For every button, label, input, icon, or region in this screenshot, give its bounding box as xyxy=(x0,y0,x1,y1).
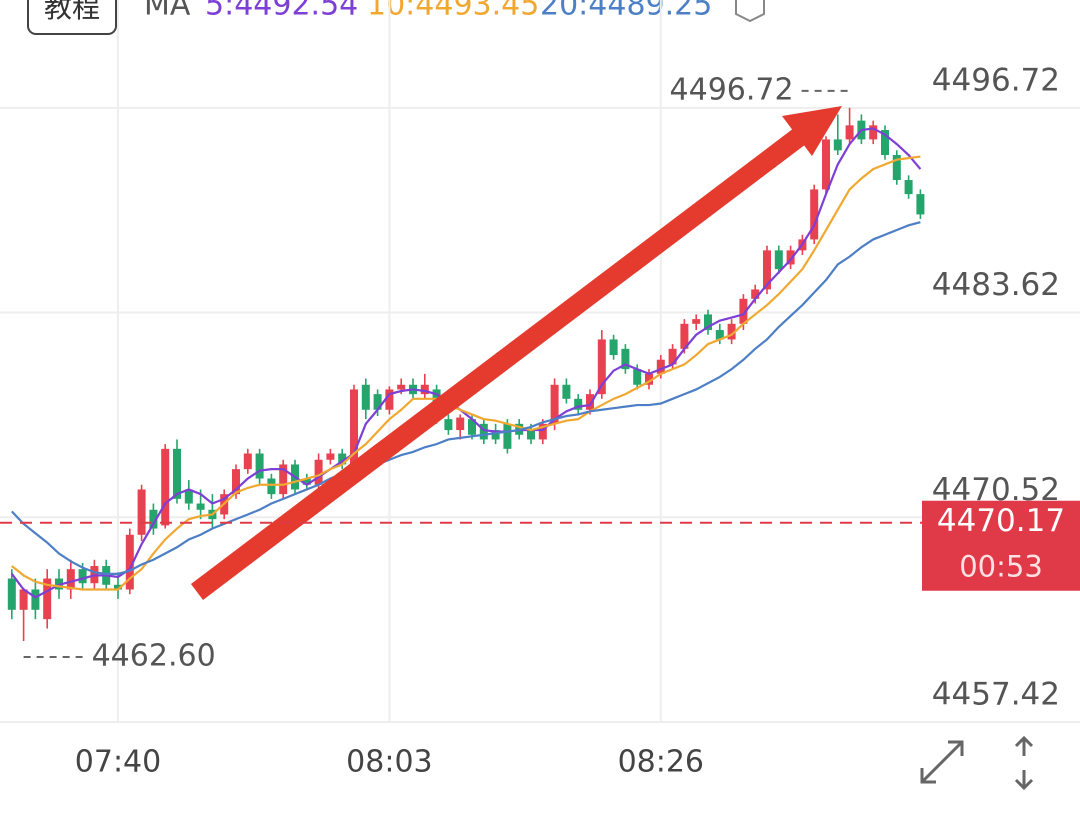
candle-body xyxy=(810,189,819,240)
candle-body xyxy=(727,323,736,340)
candle-body xyxy=(173,448,181,499)
candle-body xyxy=(243,453,252,470)
min-label: 4462.60 xyxy=(92,639,216,674)
y-tick-label: 4483.62 xyxy=(932,267,1060,303)
x-tick-label: 08:26 xyxy=(618,745,704,780)
candle-body xyxy=(645,373,653,385)
candle-body xyxy=(114,584,122,590)
candle-body xyxy=(137,489,146,535)
y-tick-label: 4496.72 xyxy=(932,62,1060,98)
candle-body xyxy=(715,330,724,340)
candle-body xyxy=(692,319,701,324)
candle-body xyxy=(609,339,618,356)
candle-body xyxy=(196,503,205,510)
candle-body xyxy=(633,369,642,385)
current-price-box xyxy=(922,500,1080,591)
x-tick-label: 08:03 xyxy=(346,745,432,780)
countdown: 00:53 xyxy=(959,550,1043,584)
tutorial-button[interactable] xyxy=(27,0,117,35)
ma-value: 20:4489.25 xyxy=(540,0,712,23)
candle-body xyxy=(184,489,193,504)
y-tick-label: 4457.42 xyxy=(932,677,1060,713)
ma-label: MA xyxy=(144,0,191,23)
settings-icon[interactable] xyxy=(735,0,765,23)
candle-body xyxy=(751,289,760,299)
candle-body xyxy=(668,348,677,365)
candle-body xyxy=(7,578,16,610)
candle-body xyxy=(774,250,783,270)
candle-body xyxy=(739,298,748,324)
candle-body xyxy=(704,314,712,331)
candle-body xyxy=(786,250,795,265)
candle-body xyxy=(550,384,559,424)
candle-body xyxy=(397,384,406,390)
candle-body xyxy=(19,589,28,610)
candle-body xyxy=(845,125,854,140)
arrow-head xyxy=(782,106,842,156)
candle-body xyxy=(574,398,583,410)
candle-body xyxy=(302,478,311,485)
candle-body xyxy=(125,534,134,590)
candle-body xyxy=(597,339,606,395)
ma-line xyxy=(11,221,921,575)
trend-arrow xyxy=(190,106,842,600)
candle-body xyxy=(232,469,240,495)
arrow-shaft xyxy=(190,128,807,600)
candle-body xyxy=(350,389,358,465)
candle-body xyxy=(503,423,512,449)
ma-line xyxy=(11,155,921,591)
max-label: 4496.72 xyxy=(670,72,794,107)
ma-value: 5:4492.54 xyxy=(205,0,358,23)
candle-body xyxy=(444,419,453,431)
candle-body xyxy=(892,155,901,181)
candle-body xyxy=(491,430,500,440)
candle-body xyxy=(479,423,488,440)
candle-body xyxy=(78,569,87,584)
candle-body xyxy=(361,384,370,410)
candle-body xyxy=(314,459,323,485)
current-price-label: 4470.17 xyxy=(937,503,1065,539)
scroll-icon[interactable] xyxy=(1014,735,1034,791)
candle-body xyxy=(527,430,535,440)
candle-body xyxy=(822,139,830,190)
x-tick-label: 07:40 xyxy=(75,745,161,780)
candle-body xyxy=(456,417,465,431)
candle-body xyxy=(656,359,665,374)
candle-body xyxy=(385,389,394,410)
candle-body xyxy=(916,194,925,215)
candle-body xyxy=(279,464,288,495)
candle-body xyxy=(161,448,170,526)
candle-body xyxy=(373,394,382,410)
candle-body xyxy=(468,419,476,435)
ma-value: 10:4493.45 xyxy=(367,0,539,23)
candle-body xyxy=(562,384,571,399)
candle-body xyxy=(149,509,158,529)
candle-body xyxy=(833,139,842,151)
candle-body xyxy=(869,125,878,140)
candle-body xyxy=(904,180,913,195)
candle-body xyxy=(31,589,40,610)
candle-body xyxy=(338,453,347,465)
candle-body xyxy=(586,394,594,410)
candle-body xyxy=(326,453,335,460)
ma-line xyxy=(10,127,922,599)
candle-body xyxy=(538,423,547,440)
candle-body xyxy=(255,453,264,479)
candle-body xyxy=(763,250,771,290)
candle-body xyxy=(621,348,630,370)
candle-body xyxy=(267,478,276,495)
candle-body xyxy=(881,130,889,156)
candle-body xyxy=(680,323,689,349)
candle-body xyxy=(420,384,429,395)
candle-body xyxy=(43,578,52,620)
candle-body xyxy=(66,569,75,590)
tutorial-label[interactable]: 教程 xyxy=(44,0,100,24)
fullscreen-icon[interactable] xyxy=(920,740,964,784)
